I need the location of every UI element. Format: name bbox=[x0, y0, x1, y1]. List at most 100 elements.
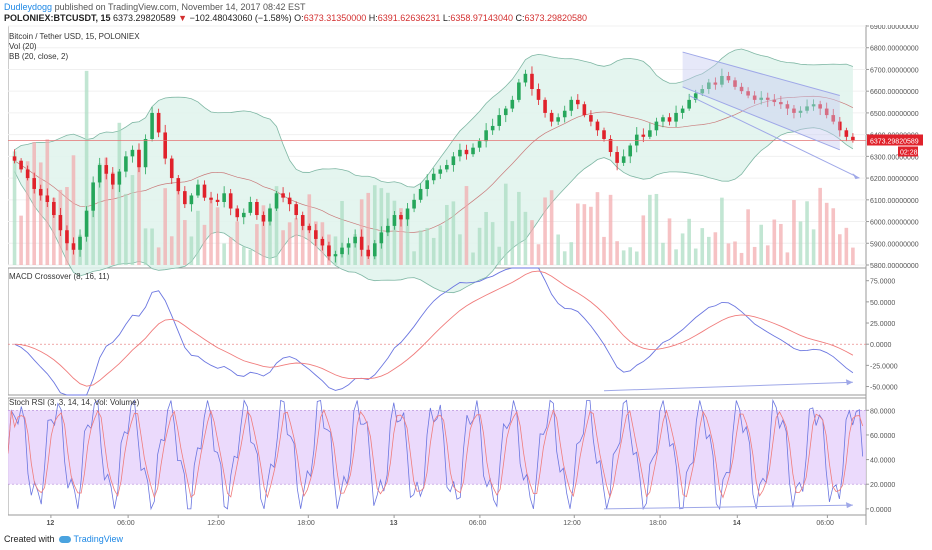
candle-body bbox=[667, 117, 672, 122]
candle-body bbox=[418, 188, 423, 200]
volume-bar bbox=[248, 249, 253, 265]
channel-lower-line[interactable] bbox=[682, 86, 840, 151]
volume-bar bbox=[287, 222, 292, 265]
channel-upper-line[interactable] bbox=[682, 51, 840, 97]
macd-signal-line bbox=[14, 270, 854, 387]
candle-body bbox=[693, 93, 698, 100]
volume-bar bbox=[12, 151, 17, 265]
candle-body bbox=[359, 236, 364, 250]
candle-body bbox=[687, 99, 691, 109]
volume-bar bbox=[595, 192, 600, 265]
candle-body bbox=[536, 89, 541, 100]
volume-bar bbox=[222, 243, 226, 265]
candle-body bbox=[576, 99, 580, 105]
chart-area[interactable]: 6900.00000000 6800.00000000 6700.00000000 6… bbox=[7, 24, 928, 527]
candle-body bbox=[346, 243, 351, 248]
candle-body bbox=[314, 230, 318, 239]
candle-body bbox=[379, 232, 384, 244]
volume-bar bbox=[477, 227, 482, 265]
volume-bar bbox=[32, 142, 36, 265]
candle-body bbox=[163, 132, 167, 159]
volume-bar bbox=[720, 197, 724, 265]
candle-body bbox=[130, 149, 135, 157]
candle-body bbox=[582, 104, 587, 116]
time-axis-label: 12:00 bbox=[207, 520, 225, 525]
candle-body bbox=[366, 249, 371, 257]
candle-body bbox=[648, 130, 652, 137]
candle-body bbox=[405, 208, 410, 220]
bollinger-basis-line bbox=[14, 95, 854, 233]
volume-bar bbox=[680, 233, 685, 265]
candle-body bbox=[608, 138, 613, 153]
volume-bar bbox=[471, 252, 475, 265]
author-link[interactable]: Dudleydogg bbox=[4, 2, 53, 12]
candle-body bbox=[189, 195, 194, 205]
candle-body bbox=[831, 115, 836, 122]
symbol-info: POLONIEX:BTCUSDT, 15 6373.29820589 ▼ −10… bbox=[4, 13, 587, 24]
volume-bar bbox=[425, 227, 429, 265]
candle-body bbox=[241, 212, 246, 218]
candle-body bbox=[150, 112, 154, 139]
stoch-divergence-arrow-icon bbox=[845, 502, 853, 509]
volume-bar bbox=[615, 241, 619, 265]
candle-body bbox=[451, 156, 456, 166]
candle-body bbox=[844, 130, 849, 137]
tradingview-link[interactable]: TradingView bbox=[73, 534, 124, 544]
candle-body bbox=[445, 165, 449, 170]
candle-body bbox=[386, 225, 390, 233]
volume-indicator-label[interactable]: Vol (20) bbox=[9, 42, 37, 51]
volume-bar bbox=[707, 236, 711, 265]
volume-bar bbox=[196, 210, 200, 265]
stoch-k-line bbox=[7, 398, 864, 511]
volume-bar bbox=[294, 218, 298, 265]
volume-bar bbox=[84, 70, 89, 265]
candle-body bbox=[595, 121, 600, 131]
time-axis-label: 14 bbox=[733, 520, 741, 525]
stoch-divergence-line[interactable] bbox=[604, 504, 853, 510]
volume-bar bbox=[667, 218, 672, 265]
candle-body bbox=[569, 99, 574, 111]
volume-bar bbox=[241, 246, 246, 265]
volume-bar bbox=[530, 220, 534, 265]
volume-bar bbox=[700, 228, 705, 265]
candle-body bbox=[543, 99, 547, 113]
channel-fill[interactable] bbox=[682, 52, 840, 150]
volume-bar bbox=[536, 244, 541, 265]
candle-body bbox=[65, 230, 69, 244]
volume-bar bbox=[183, 220, 187, 265]
volume-bar bbox=[25, 161, 30, 265]
candle-body bbox=[202, 184, 207, 198]
volume-bar bbox=[431, 237, 436, 265]
chart-canvas[interactable]: 6900.00000000 6800.00000000 6700.00000000 6… bbox=[7, 24, 928, 527]
price-axis-label: 6100.00000000 bbox=[870, 198, 919, 205]
candle-body bbox=[851, 136, 855, 141]
created-with-text: Created with bbox=[4, 534, 55, 544]
stoch-rsi-pane-title[interactable]: Stoch RSI (3, 3, 14, 14, Vol: Volume) bbox=[9, 398, 140, 407]
candle-body bbox=[700, 89, 705, 94]
candle-body bbox=[628, 145, 633, 157]
volume-bar bbox=[281, 230, 285, 265]
candle-body bbox=[510, 99, 515, 109]
candle-body bbox=[32, 178, 36, 189]
time-tag-value: 02:28 bbox=[900, 150, 918, 157]
candle-body bbox=[818, 104, 822, 109]
volume-bar bbox=[202, 224, 207, 265]
macd-pane-title[interactable]: MACD Crossover (8, 16, 11) bbox=[9, 272, 110, 281]
bollinger-indicator-label[interactable]: BB (20, close, 2) bbox=[9, 52, 69, 61]
candle-body bbox=[739, 86, 744, 92]
candle-body bbox=[805, 106, 809, 111]
volume-bar bbox=[582, 204, 587, 265]
volume-bar bbox=[621, 250, 626, 265]
volume-bar bbox=[104, 157, 109, 265]
volume-bar bbox=[97, 163, 102, 265]
volume-bar bbox=[765, 245, 770, 265]
candle-body bbox=[726, 75, 731, 81]
macd-divergence-line[interactable] bbox=[603, 381, 853, 392]
price-axis-label: 6600.00000000 bbox=[870, 89, 919, 96]
trend-arrow-line[interactable] bbox=[688, 95, 860, 179]
symbol-name: POLONIEX:BTCUSDT, 15 bbox=[4, 13, 111, 23]
candle-body bbox=[91, 182, 95, 211]
candle-body bbox=[477, 141, 482, 148]
candle-body bbox=[556, 117, 560, 122]
candle-body bbox=[261, 215, 266, 222]
